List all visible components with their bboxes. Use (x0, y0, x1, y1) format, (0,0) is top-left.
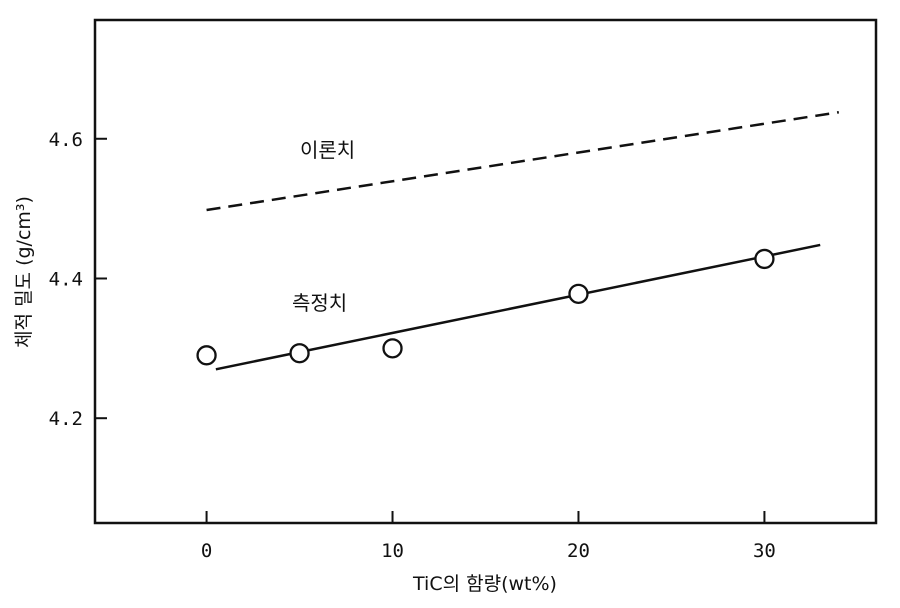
x-tick-label: 0 (201, 540, 212, 562)
measured-point (568, 283, 589, 305)
y-tick-label: 4.4 (49, 268, 83, 290)
measured-series-label: 측정치 (292, 291, 347, 315)
measured-point (754, 248, 775, 270)
series-layer (196, 110, 840, 371)
measured-point (196, 345, 217, 366)
theoretical-series-label: 이론치 (300, 138, 355, 162)
measured-point (382, 338, 403, 359)
plot-frame (93, 18, 878, 525)
y-axis-ticks: 4.2 4.4 4.6 (49, 129, 107, 430)
measured-fit-line (215, 243, 821, 371)
x-axis-title: TiC의 함량(wt%) (412, 573, 557, 595)
measured-point (289, 343, 310, 364)
x-tick-label: 30 (753, 540, 776, 562)
y-tick-label: 4.6 (49, 129, 83, 151)
x-tick-label: 20 (567, 540, 590, 562)
y-tick-label: 4.2 (49, 408, 83, 430)
theoretical-line (206, 110, 840, 212)
x-tick-label: 10 (381, 540, 404, 562)
y-axis-title: 체적 밀도 (g/cm³) (13, 196, 35, 348)
x-axis-ticks: 0 10 20 30 (201, 511, 776, 562)
